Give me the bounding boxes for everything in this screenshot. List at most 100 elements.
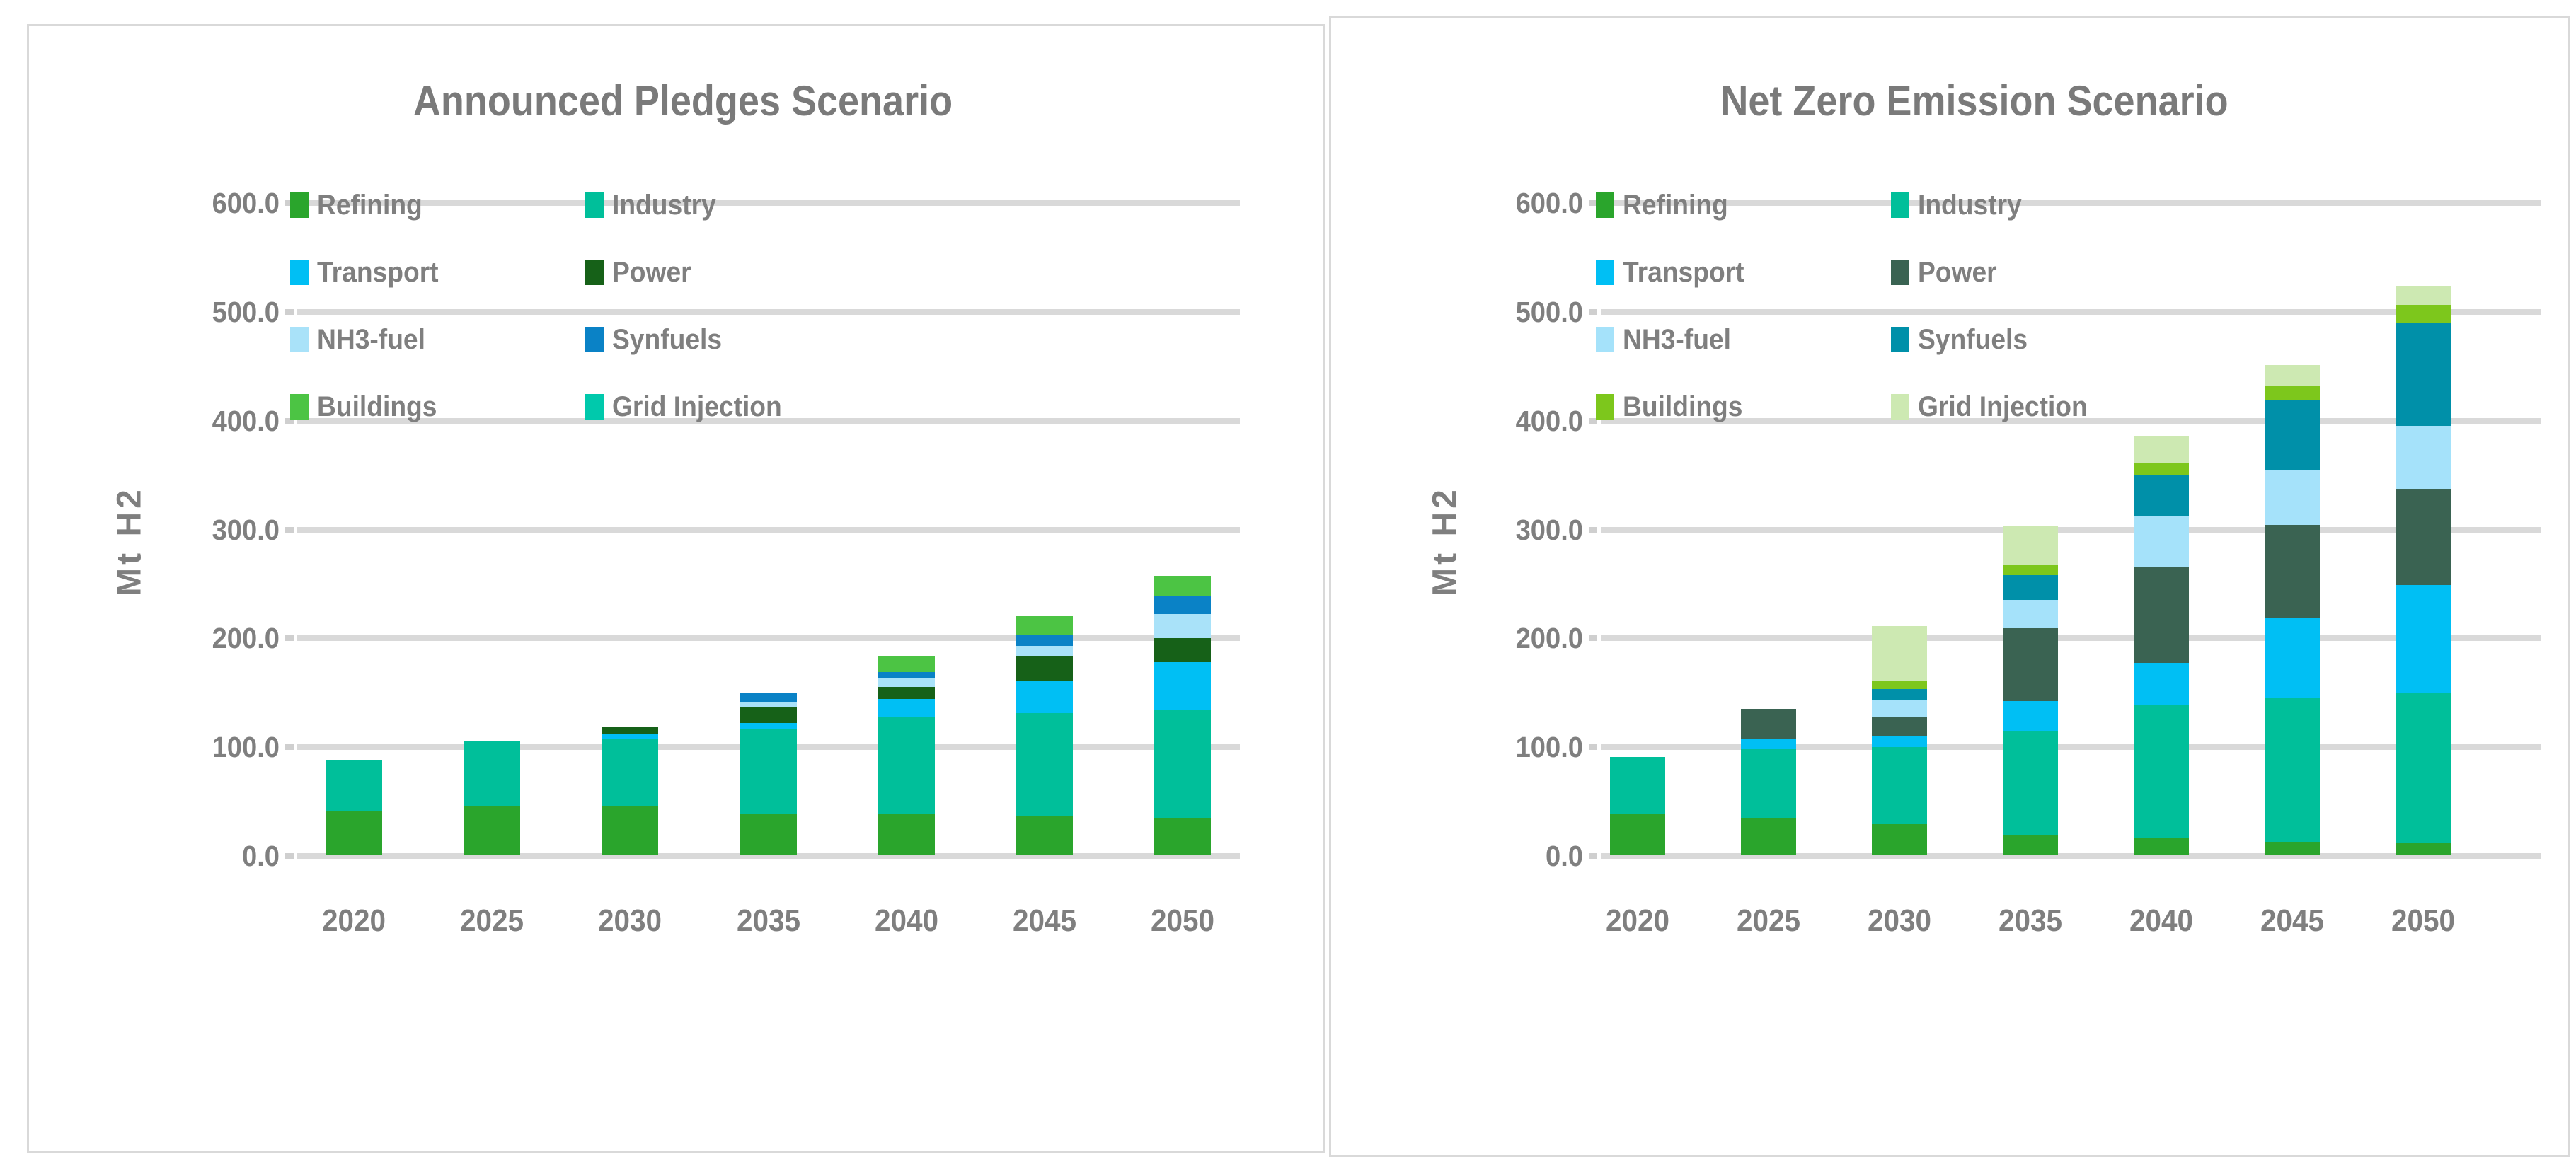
legend-swatch-buildings bbox=[1596, 394, 1614, 420]
bar-segment-synfuels-2030 bbox=[1872, 689, 1927, 700]
y-tick-mark-400 bbox=[1589, 417, 1597, 424]
bar-segment-industry-2035 bbox=[2003, 730, 2058, 835]
y-tick-label-300: 300.0 bbox=[212, 513, 280, 546]
gridline-200 bbox=[1601, 635, 2541, 642]
gridline-600 bbox=[297, 200, 1240, 207]
bar-segment-synfuels-2035 bbox=[740, 693, 797, 702]
bar-segment-buildings-2040 bbox=[878, 655, 935, 672]
gridline-100 bbox=[1601, 744, 2541, 751]
bar-segment-refining-2045 bbox=[1016, 816, 1073, 855]
legend-item-refining: Refining bbox=[1596, 189, 1879, 221]
bar-segment-transport-2030 bbox=[1872, 736, 1927, 747]
x-tick-label-2020: 2020 bbox=[1605, 903, 1670, 938]
x-tick-label-2035: 2035 bbox=[1998, 903, 2063, 938]
bar-segment-refining-2035 bbox=[2003, 835, 2058, 855]
y-tick-label-300: 300.0 bbox=[1515, 513, 1583, 546]
bar-segment-industry-2025 bbox=[464, 741, 521, 806]
gridline-0 bbox=[297, 853, 1240, 859]
y-tick-label-500: 500.0 bbox=[1515, 296, 1583, 328]
x-tick-label-2030: 2030 bbox=[598, 903, 662, 938]
y-tick-mark-400 bbox=[285, 417, 294, 424]
bar-segment-transport-2040 bbox=[878, 699, 935, 718]
bar-segment-refining-2050 bbox=[2396, 843, 2451, 855]
legend-item-buildings: Buildings bbox=[1596, 390, 1879, 423]
legend-label: Transport bbox=[317, 257, 439, 288]
bar-segment-power-2030 bbox=[602, 726, 659, 734]
bar-segment-grid-injection-2050 bbox=[2396, 285, 2451, 306]
bar-segment-nh3-fuel-2050 bbox=[1154, 614, 1212, 638]
bar-segment-transport-2030 bbox=[602, 734, 659, 739]
bar-segment-transport-2045 bbox=[1016, 681, 1073, 714]
legend-item-grid-injection: Grid Injection bbox=[1891, 390, 2174, 423]
y-tick-mark-0 bbox=[1589, 853, 1597, 859]
x-tick-label-2050: 2050 bbox=[2391, 903, 2456, 938]
bar-segment-grid-injection-2035 bbox=[2003, 526, 2058, 565]
bar-segment-synfuels-2050 bbox=[1154, 595, 1212, 615]
y-tick-label-500: 500.0 bbox=[212, 296, 280, 328]
legend-swatch-industry bbox=[585, 192, 604, 218]
x-tick-label-2020: 2020 bbox=[321, 903, 386, 938]
bar-segment-synfuels-2040 bbox=[878, 671, 935, 678]
bar-segment-synfuels-2035 bbox=[2003, 574, 2058, 601]
bar-segment-buildings-2050 bbox=[2396, 305, 2451, 323]
chart-title-aps: Announced Pledges Scenario bbox=[413, 77, 953, 125]
legend-item-industry: Industry bbox=[585, 189, 868, 221]
y-tick-mark-600 bbox=[285, 200, 294, 207]
x-tick-label-2040: 2040 bbox=[2129, 903, 2194, 938]
bar-segment-industry-2035 bbox=[740, 729, 797, 814]
legend-item-nh3-fuel: NH3-fuel bbox=[290, 323, 573, 356]
legend-swatch-refining bbox=[290, 192, 309, 218]
bar-segment-refining-2030 bbox=[1872, 823, 1927, 855]
legend-label: NH3-fuel bbox=[1623, 324, 1731, 355]
legend-swatch-nh3-fuel bbox=[1596, 327, 1614, 352]
x-tick-label-2025: 2025 bbox=[1736, 903, 1801, 938]
bar-segment-transport-2035 bbox=[2003, 701, 2058, 731]
legend-swatch-industry bbox=[1891, 192, 1909, 218]
legend-item-synfuels: Synfuels bbox=[585, 323, 868, 356]
y-tick-mark-200 bbox=[285, 635, 294, 642]
x-tick-label-2040: 2040 bbox=[874, 903, 938, 938]
y-tick-mark-100 bbox=[285, 744, 294, 751]
bar-segment-transport-2050 bbox=[1154, 661, 1212, 710]
legend-label: Synfuels bbox=[1918, 324, 2028, 355]
legend-label: Industry bbox=[612, 190, 716, 221]
bar-segment-industry-2045 bbox=[1016, 713, 1073, 817]
legend-swatch-power bbox=[1891, 260, 1909, 285]
bar-segment-industry-2040 bbox=[878, 717, 935, 814]
legend-label: Power bbox=[612, 257, 691, 288]
legend-item-grid-injection: Grid Injection bbox=[585, 390, 868, 423]
bar-segment-refining-2040 bbox=[2134, 838, 2189, 855]
legend-label: Industry bbox=[1918, 190, 2022, 221]
bar-segment-nh3-fuel-2045 bbox=[2265, 470, 2320, 525]
bar-segment-power-2030 bbox=[1872, 716, 1927, 736]
gridline-0 bbox=[1601, 853, 2541, 859]
legend-label: Buildings bbox=[317, 391, 437, 422]
legend-swatch-nh3-fuel bbox=[290, 327, 309, 352]
legend-swatch-synfuels bbox=[585, 327, 604, 352]
y-tick-label-400: 400.0 bbox=[1515, 404, 1583, 437]
bar-segment-industry-2050 bbox=[2396, 693, 2451, 843]
y-tick-label-0: 0.0 bbox=[241, 840, 280, 872]
legend-label: Transport bbox=[1623, 257, 1744, 288]
bar-segment-transport-2040 bbox=[2134, 663, 2189, 706]
legend-item-transport: Transport bbox=[1596, 256, 1879, 289]
y-tick-label-0: 0.0 bbox=[1545, 840, 1583, 872]
chart-title-nze: Net Zero Emission Scenario bbox=[1720, 77, 2229, 125]
legend-swatch-grid-injection bbox=[585, 394, 604, 420]
legend-swatch-transport bbox=[1596, 260, 1614, 285]
legend-item-industry: Industry bbox=[1891, 189, 2174, 221]
bar-segment-synfuels-2045 bbox=[1016, 635, 1073, 646]
bar-segment-buildings-2045 bbox=[1016, 616, 1073, 635]
bar-segment-power-2025 bbox=[1741, 708, 1796, 739]
x-tick-label-2045: 2045 bbox=[2260, 903, 2325, 938]
gridline-300 bbox=[1601, 526, 2541, 533]
y-axis-label-nze: Mt H2 bbox=[1426, 486, 1464, 596]
y-tick-mark-0 bbox=[285, 853, 294, 859]
bar-segment-industry-2050 bbox=[1154, 710, 1212, 819]
y-tick-mark-300 bbox=[285, 526, 294, 533]
y-tick-mark-500 bbox=[1589, 309, 1597, 315]
legend-label: Synfuels bbox=[612, 324, 723, 355]
y-tick-label-600: 600.0 bbox=[1515, 187, 1583, 220]
legend-label: Buildings bbox=[1623, 391, 1743, 422]
